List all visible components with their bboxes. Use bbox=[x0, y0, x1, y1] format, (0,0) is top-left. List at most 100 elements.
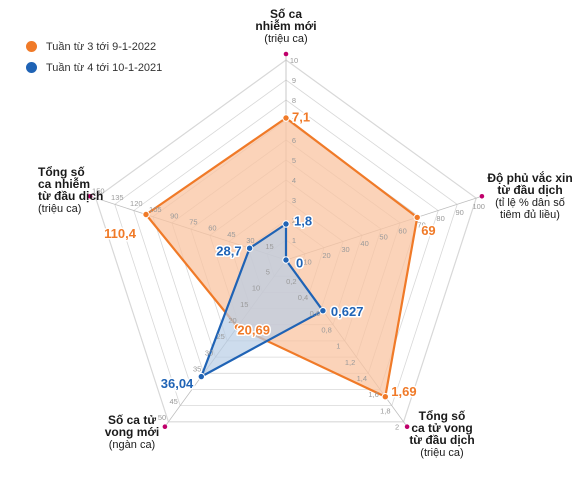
tick-label: 1,8 bbox=[380, 406, 390, 415]
grid-ring bbox=[114, 79, 458, 407]
tick-label: 1 bbox=[336, 342, 340, 351]
tick-label: 2 bbox=[292, 216, 296, 225]
legend-label-series-2: Tuần từ 4 tới 10-1-2021 bbox=[46, 61, 163, 74]
axis-title: Tổng số ca nhiễm từ đầu dịch (triệu ca) bbox=[38, 165, 103, 215]
tick-label: 35 bbox=[193, 365, 201, 374]
data-label: 28,7 bbox=[216, 244, 241, 259]
legend: Tuần từ 3 tới 9-1-2022 Tuần từ 4 tới 10-… bbox=[26, 36, 162, 78]
axis-title-line: Độ phủ vắc xin bbox=[487, 170, 572, 185]
axis-title-line: Số ca bbox=[270, 7, 302, 21]
legend-swatch-series-1 bbox=[26, 41, 37, 52]
data-point bbox=[381, 393, 389, 401]
data-point bbox=[142, 210, 150, 219]
tick-label: 0,8 bbox=[321, 325, 331, 334]
tick-label: 7 bbox=[292, 116, 296, 125]
axis-end-dot bbox=[479, 194, 485, 199]
tick-label: 1,6 bbox=[368, 390, 378, 399]
tick-label: 4 bbox=[292, 176, 296, 185]
data-point bbox=[197, 372, 206, 381]
tick-label: 40 bbox=[181, 381, 189, 390]
tick-label: 20 bbox=[228, 316, 236, 325]
axis-subtitle-line: (tỉ lệ % dân số bbox=[495, 197, 565, 209]
axis-subtitle-line: tiêm đủ liều) bbox=[500, 209, 560, 221]
data-label: 1,8 bbox=[294, 213, 312, 228]
tick-label: 10 bbox=[303, 257, 311, 266]
axis-end-dot bbox=[87, 194, 93, 199]
tick-label: 9 bbox=[292, 76, 296, 85]
tick-label: 1,2 bbox=[345, 358, 355, 367]
tick-label: 135 bbox=[111, 193, 124, 202]
tick-label: 0,2 bbox=[286, 277, 296, 286]
data-label: 7,1 bbox=[292, 109, 310, 124]
tick-label: 90 bbox=[170, 211, 178, 220]
axis-title-line: từ đầu dịch bbox=[38, 189, 103, 203]
tick-label: 6 bbox=[292, 136, 296, 145]
tick-label: 10 bbox=[252, 284, 260, 293]
data-point bbox=[245, 244, 254, 252]
data-label: 20,69 bbox=[237, 322, 270, 337]
grid-ring bbox=[95, 59, 477, 423]
tick-label: 0,6 bbox=[310, 309, 320, 318]
data-label: 110,4 bbox=[104, 226, 137, 241]
axis-title-line: từ đầu dịch bbox=[409, 433, 474, 447]
axis-title: Tổng số ca tử vong từ đầu dịch (triệu ca) bbox=[409, 409, 474, 459]
axis-title-line: từ đầu dịch bbox=[497, 183, 562, 197]
axis-title-line: vong mới bbox=[105, 425, 160, 439]
legend-swatch-series-2 bbox=[26, 62, 37, 73]
data-point bbox=[282, 256, 290, 264]
data-label: 1,69 bbox=[391, 384, 416, 399]
axis-title-line: nhiễm mới bbox=[255, 18, 316, 33]
axis-title: Độ phủ vắc xin từ đầu dịch (tỉ lệ % dân số… bbox=[487, 170, 572, 221]
axis-title-line: ca nhiễm bbox=[38, 176, 90, 191]
tick-labels: 123456789101020304050607080901000,20,40,… bbox=[92, 56, 485, 432]
data-point bbox=[319, 307, 327, 315]
axis-end-dot bbox=[162, 424, 168, 430]
tick-label: 30 bbox=[341, 245, 349, 254]
tick-label: 80 bbox=[436, 214, 444, 223]
axis-subtitle-line: (triệu ca) bbox=[264, 33, 307, 45]
tick-label: 70 bbox=[417, 220, 425, 229]
axis-title-line: Tổng số bbox=[38, 165, 85, 179]
axis-title-line: Số ca tử bbox=[108, 413, 156, 427]
tick-label: 10 bbox=[290, 56, 298, 65]
tick-label: 50 bbox=[379, 233, 387, 242]
data-label: 0 bbox=[296, 255, 303, 270]
axis-title-line: ca tử vong bbox=[411, 421, 472, 435]
tick-label: 75 bbox=[189, 218, 197, 227]
tick-label: 0,4 bbox=[298, 293, 308, 302]
tick-label: 25 bbox=[217, 332, 225, 341]
tick-label: 60 bbox=[208, 224, 216, 233]
tick-label: 5 bbox=[266, 268, 270, 277]
tick-label: 105 bbox=[149, 205, 162, 214]
axis-end-dot bbox=[404, 424, 410, 430]
tick-label: 120 bbox=[130, 199, 143, 208]
tick-label: 40 bbox=[360, 239, 368, 248]
data-point bbox=[282, 114, 290, 122]
axis-title: Số ca tử vong mới (ngàn ca) bbox=[105, 413, 160, 451]
tick-label: 1 bbox=[292, 236, 296, 245]
tick-label: 8 bbox=[292, 96, 296, 105]
tick-label: 15 bbox=[265, 242, 273, 251]
series-2-points: 1,8 0 0,627 36,04 28,7 bbox=[159, 212, 365, 393]
tick-label: 60 bbox=[398, 227, 406, 236]
tick-label: 45 bbox=[170, 397, 178, 406]
grid-ring bbox=[133, 99, 439, 390]
tick-label: 30 bbox=[246, 236, 254, 245]
series-area-2 bbox=[200, 222, 324, 378]
tick-label: 150 bbox=[92, 187, 105, 196]
tick-label: 2 bbox=[395, 423, 399, 432]
tick-label: 100 bbox=[472, 202, 485, 211]
tick-label: 1,4 bbox=[357, 374, 367, 383]
tick-label: 50 bbox=[158, 413, 166, 422]
legend-label-series-1: Tuần từ 3 tới 9-1-2022 bbox=[46, 40, 157, 53]
data-point bbox=[233, 323, 242, 331]
tick-label: 20 bbox=[322, 251, 330, 260]
axis-end-dot bbox=[283, 51, 289, 57]
axis-subtitle-line: (triệu ca) bbox=[38, 203, 81, 215]
tick-label: 15 bbox=[240, 300, 248, 309]
data-point bbox=[282, 220, 290, 228]
tick-label: 5 bbox=[292, 156, 296, 165]
axis-titles: Số ca nhiễm mới (triệu ca)Độ phủ vắc xin từ… bbox=[38, 7, 573, 459]
